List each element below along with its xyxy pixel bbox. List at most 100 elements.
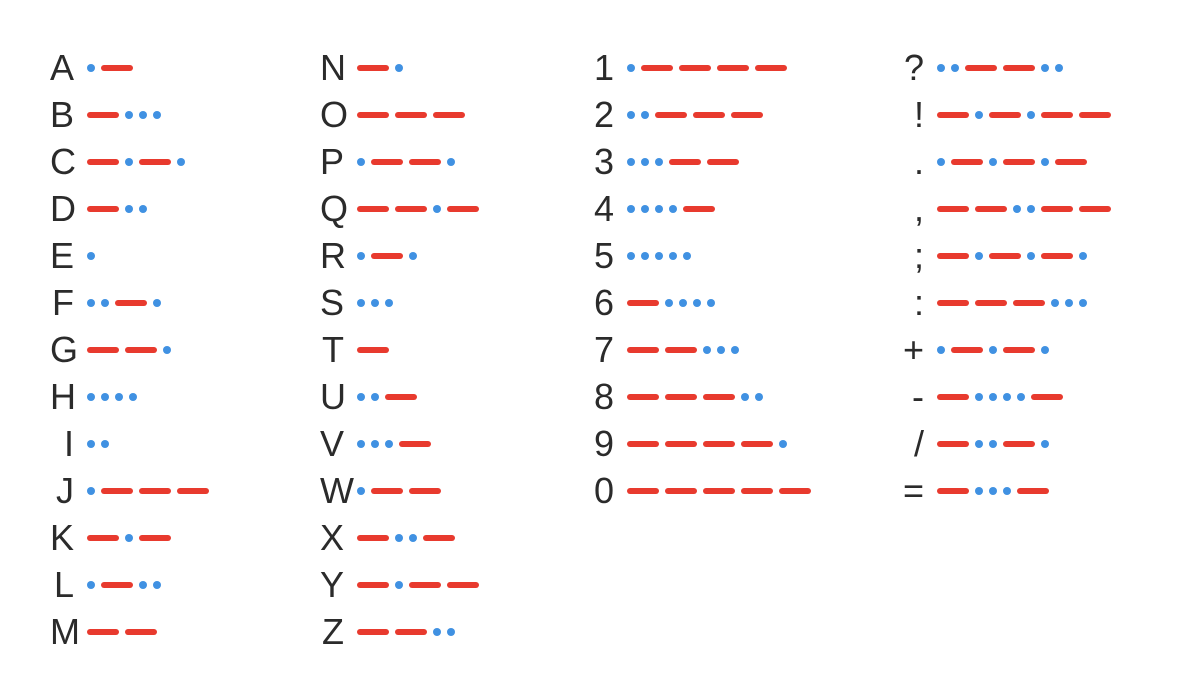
morse-row: ! bbox=[900, 91, 1114, 138]
character-label: + bbox=[900, 332, 934, 368]
morse-row: P bbox=[320, 138, 482, 185]
morse-row: B bbox=[50, 91, 212, 138]
dash-icon bbox=[357, 347, 389, 353]
dot-icon bbox=[627, 64, 635, 72]
dash-icon bbox=[1079, 112, 1111, 118]
dot-icon bbox=[139, 205, 147, 213]
dot-icon bbox=[87, 393, 95, 401]
character-label: 6 bbox=[590, 285, 624, 321]
morse-code bbox=[84, 299, 164, 307]
morse-row: 4 bbox=[590, 185, 814, 232]
morse-row: M bbox=[50, 608, 212, 655]
morse-row: L bbox=[50, 561, 212, 608]
character-label: A bbox=[50, 50, 84, 86]
character-label: , bbox=[900, 191, 934, 227]
dot-icon bbox=[707, 299, 715, 307]
morse-code bbox=[354, 158, 458, 166]
dash-icon bbox=[87, 535, 119, 541]
dash-icon bbox=[1041, 112, 1073, 118]
morse-code bbox=[934, 487, 1052, 495]
character-label: C bbox=[50, 144, 84, 180]
morse-code bbox=[624, 111, 766, 119]
morse-row: U bbox=[320, 373, 482, 420]
dash-icon bbox=[1003, 347, 1035, 353]
morse-row: A bbox=[50, 44, 212, 91]
dot-icon bbox=[385, 299, 393, 307]
character-label: O bbox=[320, 97, 354, 133]
dash-icon bbox=[703, 441, 735, 447]
dot-icon bbox=[1027, 205, 1035, 213]
dash-icon bbox=[87, 347, 119, 353]
character-label: G bbox=[50, 332, 84, 368]
morse-row: ; bbox=[900, 232, 1114, 279]
character-label: N bbox=[320, 50, 354, 86]
dash-icon bbox=[717, 65, 749, 71]
morse-code bbox=[354, 347, 392, 353]
dash-icon bbox=[87, 159, 119, 165]
character-label: F bbox=[50, 285, 84, 321]
character-label: J bbox=[50, 473, 84, 509]
column-0: ABCDEFGHIJKLM bbox=[50, 44, 212, 655]
dot-icon bbox=[153, 581, 161, 589]
dot-icon bbox=[395, 581, 403, 589]
dash-icon bbox=[655, 112, 687, 118]
morse-row: G bbox=[50, 326, 212, 373]
dash-icon bbox=[115, 300, 147, 306]
dash-icon bbox=[937, 112, 969, 118]
dot-icon bbox=[153, 299, 161, 307]
morse-row: 2 bbox=[590, 91, 814, 138]
dot-icon bbox=[357, 158, 365, 166]
dot-icon bbox=[371, 440, 379, 448]
character-label: V bbox=[320, 426, 354, 462]
dash-icon bbox=[1031, 394, 1063, 400]
dash-icon bbox=[399, 441, 431, 447]
dot-icon bbox=[989, 487, 997, 495]
dash-icon bbox=[937, 394, 969, 400]
dot-icon bbox=[627, 158, 635, 166]
character-label: P bbox=[320, 144, 354, 180]
dot-icon bbox=[395, 534, 403, 542]
morse-code bbox=[84, 346, 174, 354]
dash-icon bbox=[139, 159, 171, 165]
morse-code bbox=[84, 252, 98, 260]
morse-code bbox=[354, 299, 396, 307]
dot-icon bbox=[101, 299, 109, 307]
dot-icon bbox=[129, 393, 137, 401]
character-label: Z bbox=[320, 614, 354, 650]
morse-row: 3 bbox=[590, 138, 814, 185]
dash-icon bbox=[101, 488, 133, 494]
dot-icon bbox=[125, 205, 133, 213]
morse-code bbox=[934, 111, 1114, 119]
dash-icon bbox=[627, 394, 659, 400]
dash-icon bbox=[703, 488, 735, 494]
dot-icon bbox=[641, 158, 649, 166]
dash-icon bbox=[125, 629, 157, 635]
character-label: S bbox=[320, 285, 354, 321]
character-label: M bbox=[50, 614, 84, 650]
character-label: B bbox=[50, 97, 84, 133]
morse-row: , bbox=[900, 185, 1114, 232]
dash-icon bbox=[1041, 253, 1073, 259]
dash-icon bbox=[627, 300, 659, 306]
character-label: T bbox=[320, 332, 354, 368]
character-label: 0 bbox=[590, 473, 624, 509]
dot-icon bbox=[975, 393, 983, 401]
dot-icon bbox=[1003, 487, 1011, 495]
character-label: - bbox=[900, 379, 934, 415]
morse-row: E bbox=[50, 232, 212, 279]
morse-row: 9 bbox=[590, 420, 814, 467]
morse-row: + bbox=[900, 326, 1114, 373]
morse-code bbox=[624, 252, 694, 260]
character-label: 7 bbox=[590, 332, 624, 368]
dot-icon bbox=[163, 346, 171, 354]
character-label: Q bbox=[320, 191, 354, 227]
morse-code bbox=[934, 346, 1052, 354]
dash-icon bbox=[669, 159, 701, 165]
dash-icon bbox=[357, 629, 389, 635]
dot-icon bbox=[433, 628, 441, 636]
morse-code bbox=[934, 299, 1090, 307]
dash-icon bbox=[371, 488, 403, 494]
dash-icon bbox=[1017, 488, 1049, 494]
character-label: Y bbox=[320, 567, 354, 603]
dot-icon bbox=[937, 158, 945, 166]
